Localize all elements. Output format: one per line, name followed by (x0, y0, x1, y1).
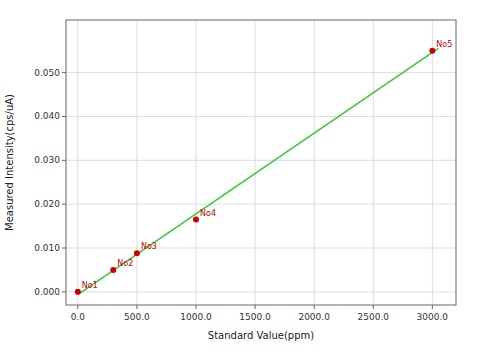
tick-mark (373, 305, 374, 309)
tick-label: 2500.0 (358, 312, 390, 322)
tick-label: 1000.0 (180, 312, 212, 322)
plot-background (66, 20, 456, 305)
point (75, 289, 81, 295)
tick-mark (62, 160, 66, 161)
tick-label: 0.0 (71, 312, 86, 322)
point (193, 217, 199, 223)
tick-mark (62, 72, 66, 73)
tick-mark (136, 305, 137, 309)
grid-line (432, 20, 433, 305)
tick-label: 3000.0 (417, 312, 449, 322)
y-axis-label: Measured Intensity(cps/uA) (4, 94, 15, 231)
fit-line (78, 48, 438, 294)
grid-line (66, 204, 456, 205)
tick-mark (432, 305, 433, 309)
tick-label: 1500.0 (239, 312, 271, 322)
grid-line (66, 116, 456, 117)
grid-line (255, 20, 256, 305)
tick-label: 0.000 (34, 287, 60, 297)
tick-mark (62, 204, 66, 205)
axes: 0.0500.01000.01500.02000.02500.03000.00.… (34, 20, 456, 322)
point (429, 48, 435, 54)
point-label: No2 (117, 259, 133, 268)
tick-label: 500.0 (124, 312, 150, 322)
plot-frame (66, 20, 456, 305)
tick-mark (196, 305, 197, 309)
tick-label: 0.040 (34, 111, 60, 121)
point (134, 250, 140, 256)
tick-mark (62, 248, 66, 249)
tick-mark (62, 116, 66, 117)
x-axis-label: Standard Value(ppm) (208, 330, 314, 341)
grid-line (314, 20, 315, 305)
grid-line (66, 160, 456, 161)
grid-line (66, 72, 456, 73)
tick-mark (314, 305, 315, 309)
tick-label: 0.010 (34, 243, 60, 253)
tick-mark (77, 305, 78, 309)
point-label: No1 (82, 281, 98, 290)
point-label: No3 (141, 242, 157, 251)
grid-line (196, 20, 197, 305)
point-label: No5 (436, 40, 452, 49)
grid-line (77, 20, 78, 305)
tick-label: 0.020 (34, 199, 60, 209)
grid-line (136, 20, 137, 305)
point-labels: No1 No2 No3 No4 No5 (82, 40, 453, 290)
grid-line (66, 248, 456, 249)
chart: 0.0500.01000.01500.02000.02500.03000.00.… (0, 0, 480, 353)
tick-mark (62, 291, 66, 292)
tick-label: 2000.0 (298, 312, 330, 322)
grid-line (373, 20, 374, 305)
data (75, 48, 438, 295)
grid-line (66, 291, 456, 292)
point-label: No4 (200, 209, 216, 218)
point (110, 267, 116, 273)
tick-mark (255, 305, 256, 309)
tick-label: 0.030 (34, 155, 60, 165)
tick-label: 0.050 (34, 68, 60, 78)
grid (66, 20, 456, 305)
